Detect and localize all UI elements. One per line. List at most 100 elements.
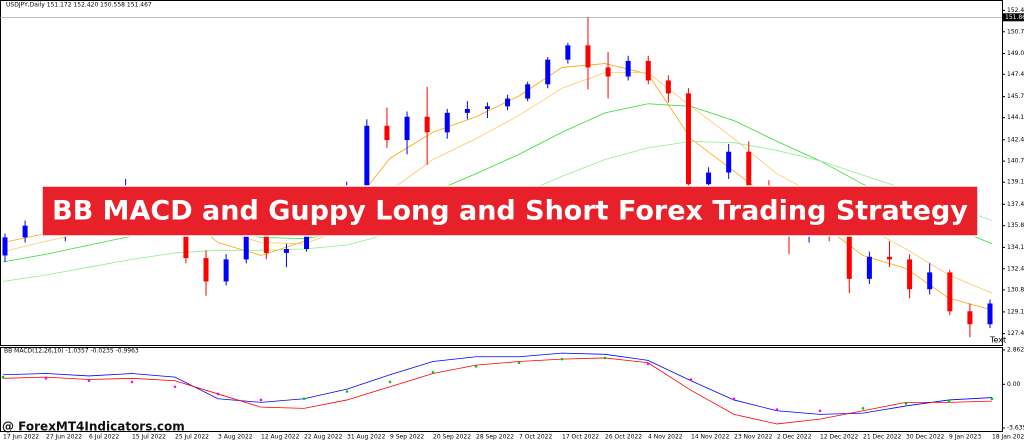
signal-dot: [44, 377, 48, 380]
y-tick-label: 145.750: [1007, 93, 1024, 100]
y-tick-label: 0.00: [1007, 381, 1021, 388]
x-tick-label: 7 Oct 2022: [519, 434, 552, 441]
current-price-label: 151.867: [1005, 14, 1024, 21]
signal-dot: [732, 397, 736, 401]
watermark: @ ForexMT4Indicators.com: [2, 420, 185, 434]
signal-dot: [388, 380, 392, 384]
signal-dot: [474, 365, 478, 368]
y-tick-label: 152.400: [1007, 7, 1024, 14]
candle-body: [866, 256, 872, 279]
signal-dot: [302, 397, 306, 401]
x-tick-label: 26 Oct 2022: [605, 434, 642, 441]
candle-body: [2, 237, 8, 256]
x-tick-label: 2 Dec 2022: [777, 434, 812, 441]
candle-body: [424, 116, 430, 133]
signal-dot: [345, 390, 349, 393]
candle-body: [927, 272, 933, 290]
candle-body: [404, 116, 410, 141]
y-tick-label: 132.475: [1007, 265, 1024, 272]
indicator-line: [2, 352, 993, 415]
signal-dot: [130, 380, 134, 384]
x-tick-label: 6 Jul 2022: [89, 434, 119, 441]
signal-dot: [173, 385, 177, 389]
candle-body: [183, 228, 189, 259]
x-tick-label: 4 Nov 2022: [648, 434, 683, 441]
candle-body: [685, 93, 691, 185]
signal-dot: [517, 361, 521, 365]
candle-body: [223, 259, 229, 282]
macd-pane: [0, 347, 1003, 432]
x-tick-label: 22 Aug 2022: [304, 434, 343, 441]
signal-dot: [603, 356, 607, 360]
signal-dot: [87, 379, 91, 383]
signal-dot: [818, 409, 822, 413]
indicator-line: [2, 357, 993, 425]
candle-body: [243, 236, 249, 260]
x-tick-label: 27 Jun 2022: [46, 434, 82, 441]
x-tick-label: 30 Dec 2022: [906, 434, 945, 441]
x-tick-label: 23 Nov 2022: [734, 434, 773, 441]
y-tick-label: 134.125: [1007, 244, 1024, 251]
candle-body: [967, 311, 973, 325]
candle-body: [283, 249, 289, 253]
x-tick-label: 31 Aug 2022: [347, 434, 386, 441]
candle-body: [203, 258, 209, 282]
banner: [41, 185, 979, 237]
candle-body: [947, 272, 953, 312]
y-tick-label: 129.150: [1007, 308, 1024, 315]
signal-dot: [689, 378, 693, 381]
candle-body: [726, 151, 732, 173]
y-tick-label: 147.475: [1007, 71, 1024, 78]
x-tick-label: 12 Dec 2022: [820, 434, 859, 441]
x-tick-label: 21 Dec 2022: [863, 434, 902, 441]
y-tick-label: 139.150: [1007, 179, 1024, 186]
chart-header: USDJPY,Daily 151.172 152.420 150.558 151…: [6, 2, 152, 9]
current-price-box: [1003, 13, 1024, 22]
candle-body: [484, 106, 490, 109]
candle-body: [645, 60, 651, 81]
candle-body: [625, 60, 631, 77]
candle-body: [987, 303, 993, 325]
x-tick-label: 18 Jan 2023: [992, 434, 1024, 441]
x-tick-label: 9 Sep 2022: [390, 434, 424, 441]
y-tick-label: 137.450: [1007, 201, 1024, 208]
y-tick-label: -3.6356: [1007, 424, 1024, 431]
signal-dot: [904, 402, 908, 405]
macd-header: BB MACD(12,26,10) -1.0357 -0.0235 -0.996…: [4, 348, 139, 355]
candle-body: [364, 125, 370, 186]
candle-body: [886, 256, 892, 260]
candle-body: [545, 59, 551, 85]
candle-body: [444, 112, 450, 133]
y-tick-label: 2.8622: [1007, 346, 1024, 353]
x-tick-label: 3 Aug 2022: [218, 434, 253, 441]
signal-dot: [1, 375, 5, 379]
price-pane: [0, 0, 1003, 346]
y-tick-label: 127.475: [1007, 330, 1024, 337]
banner-title: BB MACD and Guppy Long and Short Forex T…: [52, 196, 968, 227]
signal-dot: [861, 407, 865, 410]
indicator-line: [2, 72, 993, 294]
candle-body: [665, 80, 671, 94]
signal-dot: [259, 398, 263, 402]
signal-dot: [431, 371, 435, 374]
candle-body: [746, 151, 752, 187]
y-tick-label: 150.750: [1007, 28, 1024, 35]
candle-body: [525, 84, 531, 99]
signal-dot: [947, 399, 951, 403]
x-tick-label: 14 Nov 2022: [691, 434, 730, 441]
y-tick-label: 144.125: [1007, 114, 1024, 121]
y-tick-label: 135.800: [1007, 222, 1024, 229]
candle-body: [565, 45, 571, 60]
candle-body: [605, 67, 611, 77]
x-tick-label: 28 Sep 2022: [476, 434, 514, 441]
candle-body: [464, 108, 470, 113]
x-tick-label: 17 Jun 2022: [3, 434, 39, 441]
candle-body: [706, 172, 712, 185]
y-tick-label: 140.775: [1007, 158, 1024, 165]
x-tick-label: 12 Aug 2022: [261, 434, 300, 441]
x-tick-label: 20 Sep 2022: [433, 434, 471, 441]
signal-dot: [990, 397, 994, 401]
y-tick-label: 130.850: [1007, 286, 1024, 293]
